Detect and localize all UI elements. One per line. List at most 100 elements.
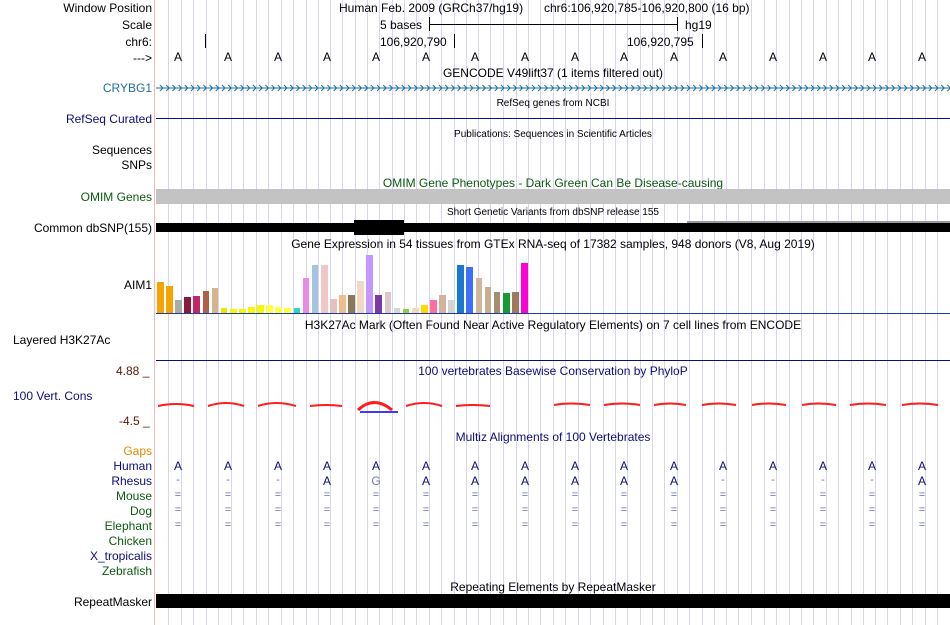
gtex-gene-label[interactable]: AIM1 — [123, 278, 152, 292]
phylop-graph[interactable] — [156, 396, 950, 420]
species-label-x_tropicalis[interactable]: X_tropicalis — [89, 549, 152, 563]
gtex-tissue-bar[interactable] — [448, 300, 455, 313]
gene-crybg1-label[interactable]: CRYBG1 — [102, 81, 152, 95]
gtex-tissue-bar[interactable] — [457, 265, 465, 313]
repeatmasker-label[interactable]: RepeatMasker — [73, 595, 152, 609]
gtex-tissue-bar[interactable] — [466, 267, 474, 313]
strand-arrow — [798, 84, 803, 92]
strand-arrow — [178, 84, 183, 92]
strand-arrow — [327, 84, 332, 92]
gtex-tissue-bar[interactable] — [302, 278, 310, 313]
alignment-base: A — [818, 459, 827, 473]
gtex-tissue-bar[interactable] — [193, 296, 201, 313]
gtex-tissue-bar[interactable] — [238, 309, 246, 313]
gtex-tissue-bar[interactable] — [211, 288, 219, 313]
gtex-tissue-bar[interactable] — [493, 292, 501, 313]
gtex-tissue-bar[interactable] — [202, 291, 210, 313]
gtex-tissue-bar[interactable] — [257, 305, 264, 313]
gtex-tissue-bar[interactable] — [311, 265, 319, 313]
strand-arrow — [544, 84, 549, 92]
gtex-bar-chart[interactable] — [156, 253, 536, 313]
phylop-label[interactable]: 100 Vert. Cons — [13, 389, 93, 403]
omim-bar[interactable] — [156, 189, 950, 204]
species-label-elephant[interactable]: Elephant — [104, 519, 152, 533]
base: A — [520, 50, 529, 64]
gtex-tissue-bar[interactable] — [521, 263, 528, 313]
publications-label-sequences[interactable]: Sequences — [91, 143, 152, 157]
alignment-base: A — [173, 459, 182, 473]
alignment-base: = — [571, 489, 579, 501]
publications-label-snps[interactable]: SNPs — [121, 158, 152, 172]
gtex-tissue-bar[interactable] — [220, 308, 228, 313]
alignment-base: = — [819, 504, 827, 516]
gtex-tissue-bar[interactable] — [248, 307, 255, 313]
gtex-tissue-bar[interactable] — [511, 292, 519, 313]
gtex-tissue-bar[interactable] — [175, 300, 182, 313]
gtex-tissue-bar[interactable] — [266, 305, 273, 313]
gtex-tissue-bar[interactable] — [339, 295, 346, 313]
strand-arrow — [730, 84, 735, 92]
h3k27ac-label[interactable]: Layered H3K27Ac — [13, 333, 111, 347]
gtex-tissue-bar[interactable] — [475, 278, 483, 313]
dbsnp-bar[interactable] — [156, 223, 950, 232]
gtex-tissue-bar[interactable] — [502, 293, 510, 313]
gtex-tissue-bar[interactable] — [157, 282, 164, 313]
strand-arrow — [847, 84, 852, 92]
omim-label[interactable]: OMIM Genes — [80, 190, 152, 204]
gtex-tissue-bar[interactable] — [184, 297, 192, 313]
species-label-human[interactable]: Human — [113, 459, 152, 473]
species-label-dog[interactable]: Dog — [129, 504, 152, 518]
alignment-base: = — [471, 519, 479, 531]
strand-arrow — [500, 84, 505, 92]
strand-arrow — [209, 84, 214, 92]
gtex-tissue-bar[interactable] — [375, 295, 383, 313]
gtex-tissue-bar[interactable] — [430, 300, 437, 313]
gtex-tissue-bar[interactable] — [420, 305, 428, 313]
multiz-gaps-label[interactable]: Gaps — [123, 444, 152, 458]
grid-line — [912, 0, 913, 625]
gencode-title[interactable]: GENCODE V49lift37 (1 items filtered out) — [442, 66, 664, 80]
strand-arrow — [395, 84, 400, 92]
gtex-tissue-bar[interactable] — [484, 287, 492, 313]
species-label-zebrafish[interactable]: Zebrafish — [101, 564, 152, 578]
gtex-tissue-bar[interactable] — [275, 307, 283, 313]
gencode-gene-track[interactable] — [156, 82, 950, 94]
strand-arrow — [928, 84, 933, 92]
gtex-tissue-bar[interactable] — [320, 265, 328, 313]
refseq-label[interactable]: RefSeq Curated — [65, 112, 152, 126]
grid-line — [540, 0, 541, 625]
strand-arrow — [376, 84, 381, 92]
gtex-tissue-bar[interactable] — [166, 286, 173, 313]
gtex-tissue-bar[interactable] — [393, 308, 401, 313]
gtex-tissue-bar[interactable] — [229, 309, 237, 313]
base: A — [619, 50, 628, 64]
alignment-base: = — [620, 519, 628, 531]
species-label-mouse[interactable]: Mouse — [115, 489, 152, 503]
gtex-tissue-bar[interactable] — [439, 295, 446, 313]
alignment-base: = — [918, 519, 926, 531]
dbsnp-variant[interactable] — [354, 220, 404, 235]
gtex-tissue-bar[interactable] — [357, 281, 364, 313]
gtex-tissue-bar[interactable] — [284, 308, 292, 313]
species-label-chicken[interactable]: Chicken — [108, 534, 152, 548]
strand-arrow — [196, 84, 201, 92]
strand-arrow — [655, 84, 660, 92]
dbsnp-label[interactable]: Common dbSNP(155) — [33, 221, 152, 235]
gtex-tissue-bar[interactable] — [402, 309, 410, 313]
gtex-tissue-bar[interactable] — [329, 299, 337, 313]
grid-line — [652, 0, 653, 625]
species-label-rhesus[interactable]: Rhesus — [111, 474, 152, 488]
alignment-base: A — [470, 459, 479, 473]
strand-arrow — [302, 84, 307, 92]
repeatmasker-bar[interactable] — [156, 594, 950, 608]
gtex-tissue-bar[interactable] — [384, 292, 392, 313]
strand-arrow — [606, 84, 611, 92]
grid-line — [627, 0, 628, 625]
refseq-line[interactable] — [156, 118, 950, 119]
strand-arrow — [866, 84, 871, 92]
gtex-tissue-bar[interactable] — [411, 308, 419, 313]
h3k27ac-line[interactable] — [156, 360, 950, 361]
gtex-tissue-bar[interactable] — [293, 308, 301, 313]
gtex-tissue-bar[interactable] — [366, 255, 374, 313]
gtex-tissue-bar[interactable] — [348, 295, 355, 313]
